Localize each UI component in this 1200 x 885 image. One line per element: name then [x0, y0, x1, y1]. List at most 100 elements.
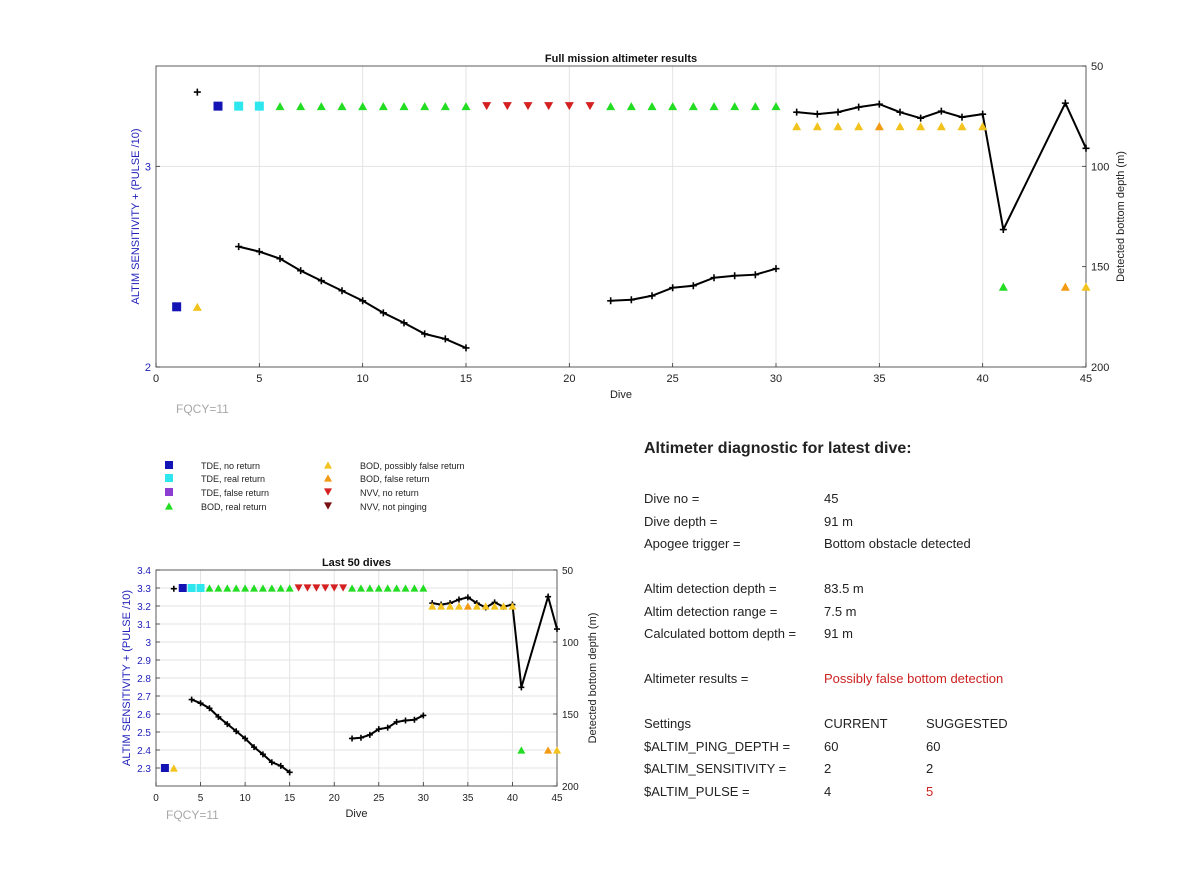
main-depth-point: [317, 277, 325, 285]
main-y-tick-label: 2: [145, 362, 151, 374]
small-depth-point: [286, 769, 293, 776]
legend-marker: [324, 488, 332, 496]
small-y-tick-label: 3.3: [137, 584, 151, 595]
main-x-tick-label: 5: [256, 373, 262, 385]
legend-marker: [165, 474, 173, 482]
legend-marker: [324, 474, 332, 482]
sensitivity-suggested: 2: [926, 761, 934, 777]
small-y-tick-label: 2.8: [137, 674, 151, 685]
main-marker: [192, 302, 202, 311]
small-y2-tick-label: 150: [562, 710, 579, 721]
main-depth-point: [462, 344, 470, 352]
main-depth-point: [937, 107, 945, 115]
main-marker: [936, 122, 946, 131]
small-marker: [419, 584, 428, 592]
small-x-tick-label: 45: [551, 793, 563, 804]
main-marker: [792, 122, 802, 131]
main-depth-point: [276, 255, 284, 263]
small-y-tick-label: 2.3: [137, 764, 151, 775]
main-marker: [172, 302, 182, 312]
small-depth-point: [357, 734, 364, 741]
results-label: Altimeter results =: [644, 671, 749, 687]
small-marker: [348, 584, 357, 592]
dive-depth-row: Dive depth = 91 m: [644, 511, 1184, 534]
main-marker: [668, 102, 678, 111]
small-x-tick-label: 0: [153, 793, 159, 804]
small-x-tick-label: 35: [462, 793, 474, 804]
small-marker: [223, 584, 232, 592]
dive-no-row: Dive no = 45: [644, 488, 1184, 511]
small-marker: [160, 764, 169, 772]
main-depth-point: [607, 297, 615, 305]
small-marker: [339, 584, 348, 592]
small-y-tick-label: 3.1: [137, 620, 151, 631]
small-depth-point: [375, 726, 382, 733]
small-marker: [490, 602, 499, 610]
main-depth-point: [751, 271, 759, 279]
small-marker: [312, 584, 321, 592]
main-marker: [957, 122, 967, 131]
small-depth-point: [233, 728, 240, 735]
main-marker: [874, 122, 884, 131]
small-marker: [205, 584, 214, 592]
main-marker: [482, 102, 492, 111]
main-depth-point: [627, 296, 635, 304]
main-depth-point: [338, 287, 346, 295]
small-marker: [446, 602, 455, 610]
main-y2-tick-label: 150: [1091, 262, 1109, 274]
main-depth-point: [1061, 99, 1069, 107]
small-depth-point: [170, 585, 177, 592]
apogee-row: Apogee trigger = Bottom obstacle detecte…: [644, 533, 1184, 556]
main-depth-point: [193, 88, 201, 96]
bottom-depth-value: 91 m: [824, 626, 853, 642]
small-marker: [437, 602, 446, 610]
legend-label: TDE, false return: [201, 488, 269, 498]
small-ylabel: ALTIM SENSITIVITY + (PULSE /10): [121, 590, 133, 766]
main-depth-point: [813, 110, 821, 118]
main-x-tick-label: 40: [977, 373, 989, 385]
small-marker: [330, 584, 339, 592]
small-depth-point: [215, 713, 222, 720]
detection-depth-label: Altim detection depth =: [644, 581, 777, 597]
main-y-tick-label: 3: [145, 161, 151, 173]
legend-label: NVV, no return: [360, 488, 419, 498]
small-depth-point: [188, 696, 195, 703]
main-marker: [296, 102, 306, 111]
main-fqcy-note: FQCY=11: [176, 402, 229, 416]
small-depth-point: [411, 716, 418, 723]
small-y2-tick-label: 100: [562, 638, 579, 649]
bottom-depth-label: Calculated bottom depth =: [644, 626, 797, 642]
main-depth-point: [648, 292, 656, 300]
legend-label: NVV, not pinging: [360, 502, 427, 512]
main-x-tick-label: 45: [1080, 373, 1092, 385]
small-x-tick-label: 20: [329, 793, 341, 804]
pulse-current: 4: [824, 783, 832, 799]
small-fqcy-note: FQCY=11: [166, 808, 219, 822]
small-marker: [321, 584, 330, 592]
small-marker: [187, 584, 196, 592]
main-marker: [420, 102, 430, 111]
small-marker: [392, 584, 401, 592]
small-y-tick-label: 3.2: [137, 602, 151, 613]
small-depth-point: [259, 751, 266, 758]
dive-depth-label: Dive depth =: [644, 513, 718, 529]
main-marker: [1081, 282, 1091, 291]
dive-depth-value: 91 m: [824, 513, 853, 529]
small-marker: [508, 602, 517, 610]
small-marker: [214, 584, 223, 592]
main-depth-point: [400, 319, 408, 327]
main-depth-point: [875, 100, 883, 108]
legend-label: BOD, real return: [201, 502, 267, 512]
main-marker: [647, 102, 657, 111]
main-axes-frame: [155, 65, 1087, 368]
dive-no-value: 45: [824, 491, 839, 506]
small-marker: [303, 584, 312, 592]
main-marker: [585, 102, 595, 111]
small-marker: [410, 584, 419, 592]
main-x-tick-label: 10: [357, 373, 369, 385]
dive-no-label: Dive no =: [644, 491, 700, 506]
small-depth-line: [191, 698, 291, 774]
main-depth-point: [441, 335, 449, 343]
small-marker: [481, 602, 490, 610]
detection-depth-value: 83.5 m: [824, 581, 864, 597]
